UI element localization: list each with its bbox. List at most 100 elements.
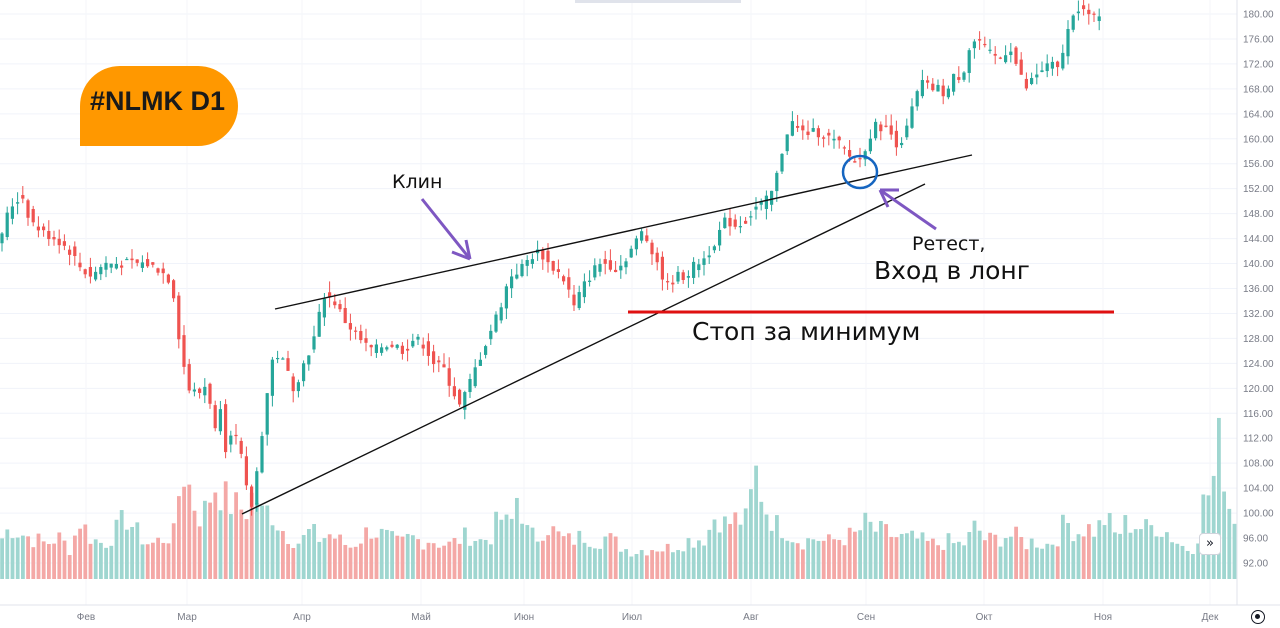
candle-body bbox=[603, 259, 607, 264]
volume-bar bbox=[218, 510, 223, 579]
volume-bar bbox=[603, 536, 608, 579]
candle-body bbox=[88, 267, 92, 277]
volume-bar bbox=[1128, 532, 1133, 579]
volume-bar bbox=[1191, 554, 1195, 579]
volume-bar bbox=[0, 538, 4, 579]
volume-bar bbox=[307, 529, 311, 579]
candle-body bbox=[120, 265, 124, 268]
candle-body bbox=[99, 267, 103, 275]
candle-body bbox=[16, 202, 20, 204]
volume-bar bbox=[57, 532, 62, 579]
candle-body bbox=[608, 260, 612, 270]
volume-bar bbox=[723, 516, 727, 579]
candle-body bbox=[1082, 5, 1086, 10]
volume-bar bbox=[457, 543, 462, 579]
candle-body bbox=[244, 456, 248, 486]
volume-bar bbox=[728, 523, 732, 579]
candle-body bbox=[354, 330, 358, 332]
volume-bar bbox=[806, 538, 810, 579]
volume-bar bbox=[712, 519, 717, 579]
price-tick-label: 140.00 bbox=[1243, 259, 1274, 270]
candle-body bbox=[1009, 51, 1013, 55]
volume-bar bbox=[296, 543, 301, 579]
volume-bar bbox=[135, 522, 140, 579]
volume-bar bbox=[1118, 533, 1122, 579]
volume-bar bbox=[249, 492, 254, 579]
volume-bar bbox=[619, 551, 623, 579]
candle-body bbox=[57, 238, 61, 246]
volume-bar bbox=[754, 465, 758, 579]
candle-body bbox=[458, 389, 462, 405]
wedge-label: Клин bbox=[392, 171, 443, 193]
volume-bar bbox=[749, 489, 753, 579]
candle-body bbox=[203, 386, 207, 396]
volume-bar bbox=[837, 539, 842, 579]
volume-bar bbox=[197, 526, 202, 579]
candle-body bbox=[343, 307, 347, 324]
volume-bar bbox=[733, 512, 738, 579]
volume-bar bbox=[577, 530, 582, 579]
volume-bar bbox=[130, 526, 134, 579]
volume-bar bbox=[691, 547, 696, 579]
candle-body bbox=[936, 84, 940, 92]
volume-bar bbox=[1185, 550, 1190, 579]
price-axis[interactable]: 180.00 176.00 172.00 168.00 164.00 160.00 156.… bbox=[1236, 0, 1274, 605]
volume-bar bbox=[426, 542, 431, 579]
candlestick-series[interactable] bbox=[0, 0, 1101, 516]
chart-settings-icon[interactable] bbox=[1251, 610, 1265, 624]
volume-bar bbox=[1227, 508, 1232, 579]
candle-body bbox=[104, 262, 108, 270]
volume-bar bbox=[1149, 525, 1154, 579]
time-axis[interactable]: Фев Мар Апр Май Июн Июл Авг Сен Окт Ноя Дек bbox=[0, 604, 1280, 623]
volume-bar bbox=[530, 527, 535, 579]
candle-body bbox=[322, 298, 326, 318]
candle-body bbox=[416, 336, 420, 340]
candle-body bbox=[411, 340, 415, 347]
candle-body bbox=[1004, 55, 1008, 63]
top-toolbar-tab[interactable] bbox=[575, 0, 741, 3]
candle-body bbox=[848, 150, 852, 157]
candle-body bbox=[946, 88, 950, 98]
candle-body bbox=[510, 276, 514, 289]
candle-body bbox=[749, 216, 753, 218]
volume-bar bbox=[551, 526, 556, 579]
ticker-badge bbox=[80, 66, 238, 146]
candle-body bbox=[494, 314, 498, 332]
candle-body bbox=[827, 132, 831, 136]
volume-bar bbox=[764, 514, 769, 579]
price-tick-label: 160.00 bbox=[1243, 134, 1274, 145]
candle-body bbox=[468, 379, 472, 393]
candle-body bbox=[94, 271, 98, 280]
price-tick-label: 108.00 bbox=[1243, 459, 1274, 470]
candle-body bbox=[21, 195, 25, 199]
volume-bar bbox=[431, 543, 436, 579]
scroll-to-realtime-button[interactable]: » bbox=[1199, 533, 1221, 555]
candle-body bbox=[47, 230, 51, 240]
volume-bar bbox=[1170, 542, 1174, 579]
candle-body bbox=[556, 269, 560, 272]
time-tick-label: Апр bbox=[293, 612, 311, 623]
candle-body bbox=[250, 486, 254, 507]
volume-bar bbox=[873, 531, 878, 579]
candle-body bbox=[478, 359, 482, 366]
candle-body bbox=[208, 383, 212, 404]
time-tick-label: Дек bbox=[1202, 612, 1219, 623]
volume-bar bbox=[166, 543, 171, 579]
candle-body bbox=[1076, 11, 1080, 14]
candle-body bbox=[780, 153, 784, 172]
volume-bar bbox=[353, 546, 358, 579]
candle-body bbox=[978, 39, 982, 41]
volume-bar bbox=[379, 528, 384, 579]
volume-bar bbox=[5, 529, 10, 579]
candle-body bbox=[374, 344, 378, 353]
volume-bar bbox=[567, 533, 571, 579]
volume-bar bbox=[556, 531, 561, 579]
volume-bar bbox=[348, 547, 353, 579]
candle-body bbox=[62, 241, 66, 246]
candle-body bbox=[73, 246, 77, 257]
drawings bbox=[241, 154, 1114, 515]
volume-bar bbox=[629, 556, 634, 579]
candle-body bbox=[931, 83, 935, 91]
candle-body bbox=[577, 292, 581, 309]
price-tick-label: 132.00 bbox=[1243, 309, 1274, 320]
